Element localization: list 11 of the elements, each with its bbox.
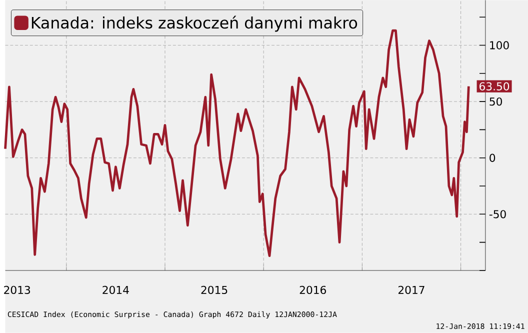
legend-label: Kanada: indeks zaskoczeń danymi makro bbox=[32, 16, 358, 32]
x-tick-label: 2015 bbox=[201, 286, 228, 294]
y-tick-label: -50 bbox=[489, 210, 506, 218]
x-tick-label: 2013 bbox=[4, 286, 30, 294]
x-tick-label: 2017 bbox=[398, 286, 424, 294]
y-tick-label: 0 bbox=[490, 154, 496, 162]
y-tick-label: 50 bbox=[490, 98, 502, 106]
x-tick-label: 2014 bbox=[102, 286, 129, 294]
y-tick-label: 100 bbox=[490, 41, 509, 50]
annotation: 63.50 bbox=[480, 82, 510, 91]
x-tick-label: 2016 bbox=[300, 286, 326, 294]
